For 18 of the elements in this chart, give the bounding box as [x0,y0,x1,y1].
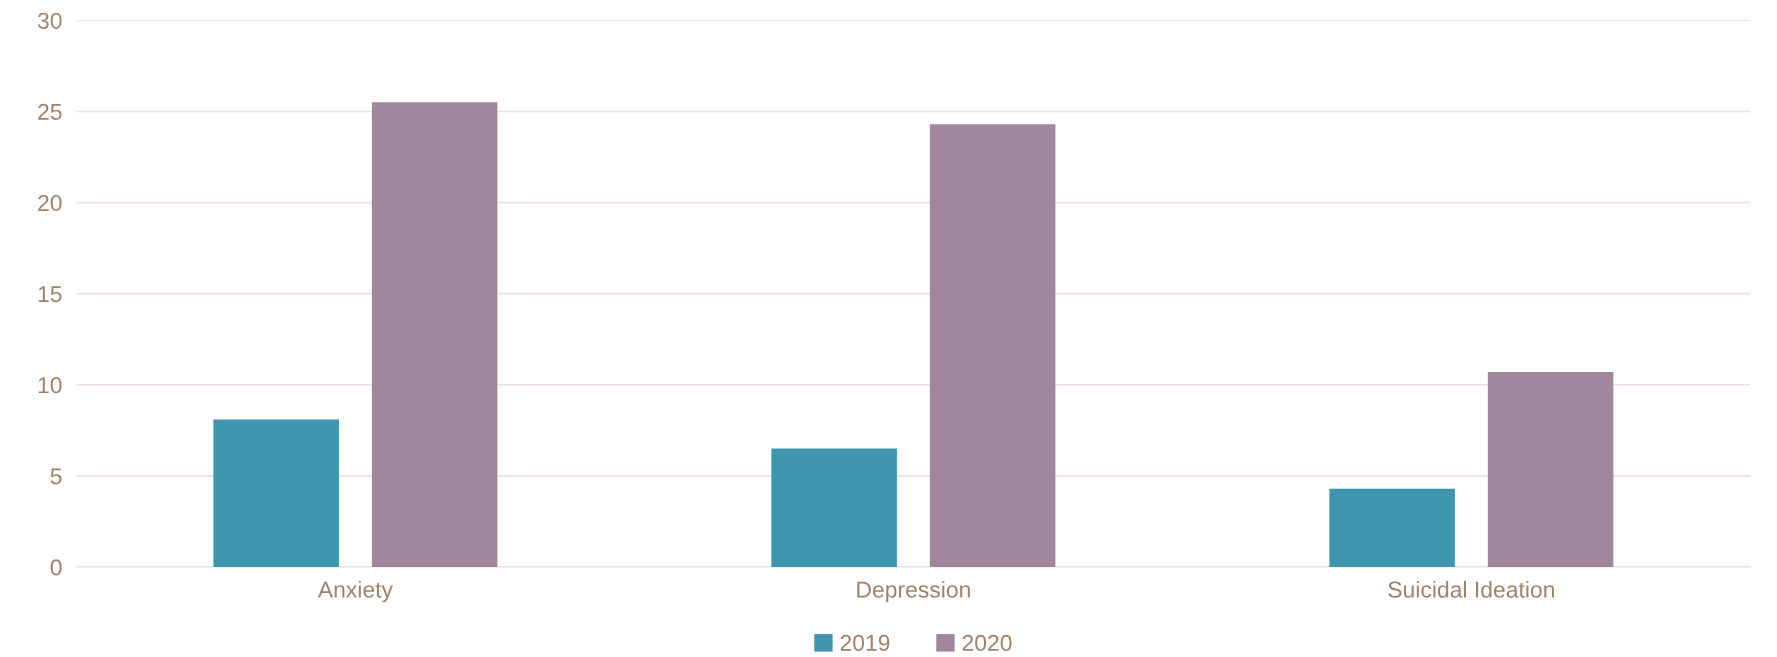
bar [371,102,498,567]
bar [213,419,339,567]
bar [1329,488,1455,567]
y-tick-label: 15 [38,286,62,303]
y-tick-label: 25 [38,103,62,120]
x-tick-label: Suicidal Ideation [1388,580,1554,598]
y-tick-label: 0 [50,559,62,576]
legend-label: 2019 [840,634,890,652]
y-tick-label: 20 [38,194,62,212]
bar [771,448,897,567]
x-tick-label: Depression [857,580,970,603]
y-tick-label: 5 [50,468,62,485]
legend-label: 2020 [962,634,1012,652]
bar [1487,372,1614,567]
x-tick-label: Anxiety [317,580,393,603]
y-tick-label: 30 [37,12,62,29]
bar [929,124,1056,567]
y-tick-label: 10 [38,377,62,394]
